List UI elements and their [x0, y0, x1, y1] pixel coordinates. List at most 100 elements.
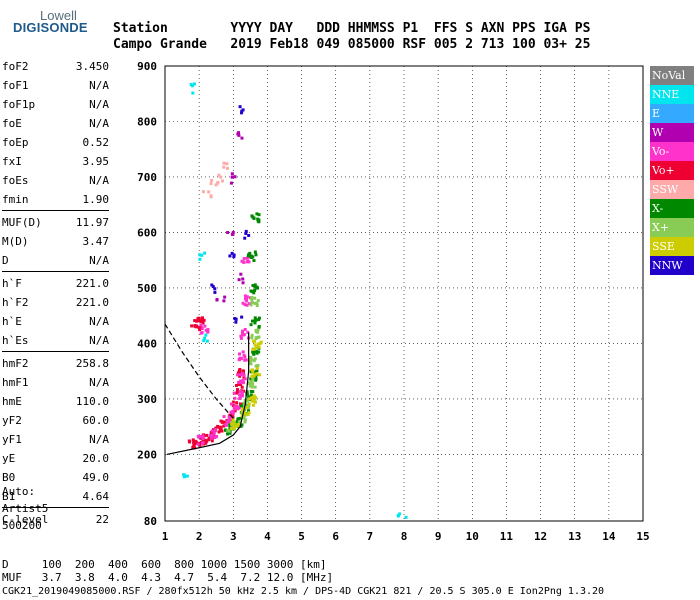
echo-point — [209, 433, 213, 437]
x-tick-label: 15 — [636, 530, 649, 543]
echo-point — [235, 406, 239, 410]
echo-point — [192, 442, 196, 446]
echo-point — [231, 427, 235, 431]
x-tick-label: 5 — [298, 530, 305, 543]
echo-point — [191, 445, 195, 449]
param-value: 3.450 — [75, 60, 109, 73]
echo-point — [242, 353, 246, 357]
param-name: yF1 — [2, 433, 22, 446]
echo-point — [229, 410, 233, 414]
echo-point — [201, 438, 205, 442]
echo-point — [228, 431, 232, 435]
legend-w: W — [650, 123, 694, 142]
legend-nnw: NNW — [650, 256, 694, 275]
echo-point — [214, 183, 218, 187]
echo-point — [253, 250, 257, 254]
echo-point — [253, 339, 257, 343]
echo-point — [241, 350, 245, 354]
param-name: foF2 — [2, 60, 29, 73]
echo-point — [191, 91, 195, 95]
param-row-yf2: yF2 60.0 — [2, 411, 109, 430]
param-name: h`Es — [2, 334, 29, 347]
echo-point — [247, 302, 251, 306]
header-values: Campo Grande 2019 Feb18 049 085000 RSF 0… — [113, 37, 591, 52]
echo-point — [253, 283, 257, 287]
param-name: foF1p — [2, 98, 36, 111]
echo-point — [242, 416, 246, 420]
echo-point — [227, 419, 231, 423]
echo-point — [236, 390, 240, 394]
legend-ssw: SSW — [650, 180, 694, 199]
echo-point — [248, 253, 252, 257]
echo-point — [248, 361, 252, 365]
echo-point — [238, 352, 242, 356]
echo-point — [226, 231, 230, 235]
echo-point — [216, 424, 220, 428]
echo-point — [258, 373, 262, 377]
legend-noval: NoVal — [650, 66, 694, 85]
echo-point — [238, 374, 242, 378]
echo-point — [225, 420, 229, 424]
echo-point — [248, 251, 252, 255]
profile-curve — [166, 332, 250, 456]
echo-point — [231, 412, 235, 416]
echo-point — [237, 278, 241, 282]
echo-point — [396, 514, 400, 518]
echo-point — [251, 399, 255, 403]
echo-point — [240, 315, 244, 319]
echo-point — [255, 366, 259, 370]
echo-point — [185, 474, 189, 478]
echo-point — [199, 323, 203, 327]
echo-point — [233, 175, 237, 179]
echo-point — [232, 255, 236, 259]
echo-point — [203, 336, 207, 340]
echo-point — [249, 359, 253, 363]
param-row-he: h`E N/A — [2, 312, 109, 331]
echo-point — [250, 298, 254, 302]
echo-point — [231, 418, 235, 422]
param-value: N/A — [89, 79, 109, 92]
echo-point — [233, 409, 237, 413]
echo-point — [216, 181, 220, 185]
echo-point — [243, 355, 247, 359]
echo-point — [240, 136, 244, 140]
echo-point — [249, 393, 253, 397]
param-value: 110.0 — [75, 395, 109, 408]
echo-point — [232, 391, 236, 395]
param-row-foep: foEp 0.52 — [2, 133, 109, 152]
echo-point — [233, 317, 237, 321]
echo-point — [233, 407, 237, 411]
echo-point — [209, 194, 213, 198]
echo-point — [226, 429, 230, 433]
param-value: 22 — [95, 513, 109, 526]
echo-point — [250, 319, 254, 323]
echo-point — [225, 162, 229, 166]
echo-point — [222, 161, 226, 165]
echo-point — [240, 111, 244, 115]
echo-point — [182, 473, 186, 477]
echo-point — [237, 420, 241, 424]
param-row-yf1: yF1 N/A — [2, 430, 109, 449]
footer-info: CGK21_2019049085000.RSF / 280fx512h 50 k… — [2, 586, 605, 597]
echo-point — [251, 377, 255, 381]
param-separator — [2, 271, 109, 272]
echo-point — [199, 436, 203, 440]
echo-point — [248, 384, 252, 388]
echo-point — [197, 318, 201, 322]
echo-point — [201, 435, 205, 439]
echo-point — [229, 426, 233, 430]
echo-point — [253, 343, 257, 347]
echo-point — [183, 475, 187, 479]
echo-point — [249, 289, 253, 293]
param-row-hf: h`F 221.0 — [2, 274, 109, 293]
echo-point — [249, 356, 253, 360]
echo-point — [251, 347, 255, 351]
param-value: N/A — [89, 117, 109, 130]
echo-point — [251, 374, 255, 378]
echo-point — [257, 335, 261, 339]
echo-point — [251, 370, 255, 374]
auto-label: Auto: — [2, 485, 36, 498]
plot-frame — [164, 65, 644, 522]
echo-point — [211, 285, 215, 289]
echo-point — [250, 301, 254, 305]
